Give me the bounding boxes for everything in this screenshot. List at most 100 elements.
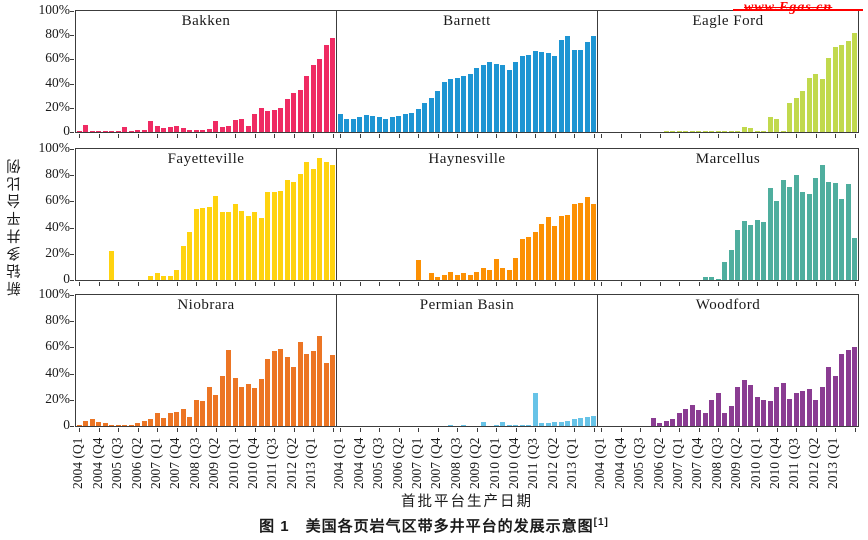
bar xyxy=(187,129,193,132)
bar-slot xyxy=(715,295,722,426)
bar-slot xyxy=(683,11,690,132)
x-axis-tick xyxy=(332,134,334,138)
chart-panel-barnett: Barnett xyxy=(336,10,598,138)
bar-slot xyxy=(102,11,109,132)
bar xyxy=(258,218,264,280)
bar xyxy=(284,356,290,426)
bar-slot xyxy=(584,295,591,426)
bar-slot xyxy=(657,295,664,426)
bar xyxy=(513,257,519,280)
bar xyxy=(167,412,173,426)
bar-slot xyxy=(278,11,285,132)
bar-slot xyxy=(571,11,578,132)
bar-slot xyxy=(441,11,448,132)
bar xyxy=(565,214,571,280)
x-axis-tick xyxy=(757,428,759,432)
bar-slot xyxy=(832,295,839,426)
bar-slot xyxy=(487,149,494,280)
bar xyxy=(715,278,721,280)
bar xyxy=(676,131,682,132)
bar-slot xyxy=(83,11,90,132)
bar-slot xyxy=(180,149,187,280)
bar xyxy=(845,350,851,426)
y-tick-label: 80% xyxy=(45,312,70,328)
bar-slot xyxy=(696,11,703,132)
y-tick-label: 100% xyxy=(38,140,71,155)
bar-slot xyxy=(500,11,507,132)
x-axis-tick xyxy=(176,282,178,286)
bar xyxy=(409,112,415,132)
bar xyxy=(206,206,212,280)
bar xyxy=(493,64,499,132)
bar xyxy=(252,113,258,132)
bar-series xyxy=(337,149,597,286)
bar-slot xyxy=(696,295,703,426)
bar xyxy=(780,382,786,426)
bar xyxy=(741,221,747,280)
x-tick-label: 2011 (Q3 xyxy=(786,438,802,489)
bar xyxy=(578,202,584,280)
x-axis-tick xyxy=(215,282,217,286)
x-axis-tick xyxy=(398,134,400,138)
bar-slot xyxy=(154,11,161,132)
bar xyxy=(278,190,284,280)
x-axis-tick xyxy=(274,428,276,432)
bar-slot xyxy=(148,11,155,132)
bar-slot xyxy=(650,295,657,426)
bar-slot xyxy=(474,11,481,132)
bar xyxy=(428,98,434,132)
bar-slot xyxy=(363,11,370,132)
x-tick-label: 2012 (Q2 xyxy=(544,437,560,489)
bar xyxy=(728,131,734,132)
x-axis-tick xyxy=(535,134,537,138)
bar xyxy=(109,130,115,132)
bar-slot xyxy=(174,149,181,280)
bar xyxy=(539,223,545,280)
x-axis-tick xyxy=(815,282,817,286)
bar xyxy=(232,204,238,280)
bar xyxy=(232,377,238,426)
bar-slot xyxy=(584,11,591,132)
bar-slot xyxy=(383,11,390,132)
bar-slot xyxy=(193,149,200,280)
x-tick-label: 2004 (Q4 xyxy=(89,437,105,489)
bar xyxy=(310,168,316,280)
bar-slot xyxy=(676,295,683,426)
x-axis-tick xyxy=(340,134,342,138)
bar-slot xyxy=(780,295,787,426)
bar xyxy=(83,420,89,426)
y-axis-tick xyxy=(70,201,74,203)
x-tick-label: 2007 (Q1 xyxy=(408,437,424,489)
bar xyxy=(578,49,584,132)
bar xyxy=(180,408,186,426)
bar xyxy=(96,422,102,426)
y-tick-label: 20% xyxy=(45,244,70,260)
bar-slot xyxy=(513,11,520,132)
bar-slot xyxy=(454,149,461,280)
x-axis-tick xyxy=(313,134,315,138)
x-tick-label: 2013 (Q1 xyxy=(303,437,319,489)
bar-slot xyxy=(793,149,800,280)
x-axis-tick xyxy=(476,134,478,138)
bar xyxy=(709,131,715,132)
bar-slot xyxy=(852,11,859,132)
bar-slot xyxy=(519,11,526,132)
bar xyxy=(813,73,819,132)
x-axis-tick xyxy=(235,428,237,432)
bar xyxy=(461,424,467,426)
bar xyxy=(213,121,219,132)
x-axis-tick xyxy=(359,428,361,432)
bar xyxy=(304,353,310,426)
bar xyxy=(663,131,669,132)
bar xyxy=(461,76,467,132)
bar-slot xyxy=(565,295,572,426)
bar-slot xyxy=(676,11,683,132)
bar xyxy=(200,207,206,280)
bar xyxy=(506,424,512,426)
x-axis-tick xyxy=(835,282,837,286)
bar-slot xyxy=(245,295,252,426)
figure-caption-text: 图 1 美国各页岩气区带多井平台的发展示意图 xyxy=(259,518,594,535)
bar-slot xyxy=(402,11,409,132)
x-axis-tick xyxy=(554,428,556,432)
bar xyxy=(330,164,336,280)
